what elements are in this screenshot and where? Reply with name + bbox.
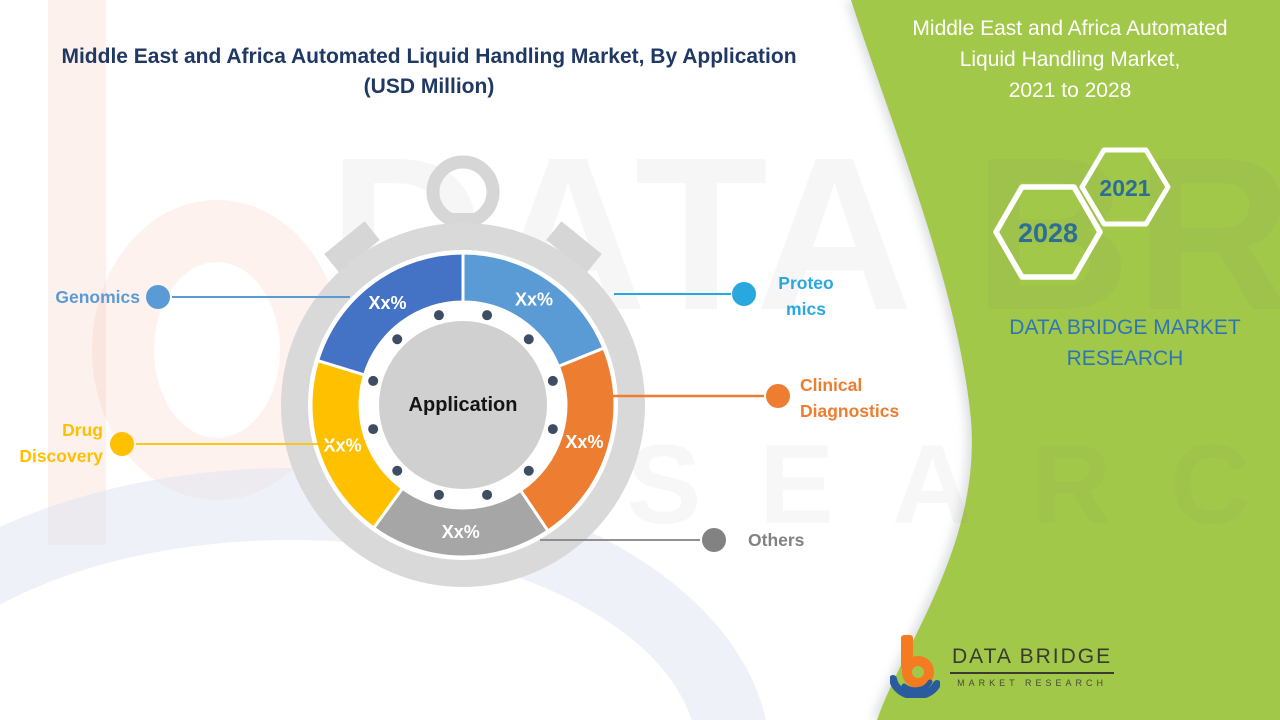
panel-title-line3: 2021 to 2028 bbox=[1008, 79, 1132, 102]
watch-tick-dot bbox=[392, 334, 403, 345]
watch-tick-dot bbox=[368, 375, 379, 386]
chart-title-line1: Middle East and Africa Automated Liquid … bbox=[61, 45, 797, 68]
legend-label-drug-discovery: Discovery bbox=[19, 446, 103, 466]
segment-value-drug-discovery: Xx% bbox=[324, 435, 362, 455]
watch-tick-dot bbox=[547, 375, 558, 386]
panel-title-line1: Middle East and Africa Automated bbox=[912, 17, 1228, 40]
legend-label-clinical-diagnostics: Diagnostics bbox=[800, 401, 899, 421]
legend-label-drug-discovery: Drug bbox=[62, 420, 103, 440]
chart-title: Middle East and Africa Automated Liquid … bbox=[8, 42, 850, 102]
footer-logo-name: DATA BRIDGE bbox=[950, 645, 1115, 674]
legend-dot-genomics bbox=[146, 285, 170, 309]
legend-label-proteomics: mics bbox=[786, 299, 826, 319]
stopwatch-button-right bbox=[546, 221, 602, 273]
data-bridge-b-swoosh-icon bbox=[890, 635, 940, 698]
chart-title-line2: (USD Million) bbox=[363, 75, 495, 98]
legend-dot-proteomics bbox=[732, 282, 756, 306]
legend-label-proteomics: Proteo bbox=[778, 273, 833, 293]
watch-tick-dot bbox=[433, 310, 444, 321]
brand-name: DATA BRIDGE MARKET RESEARCH bbox=[1009, 316, 1241, 370]
legend-label-clinical-diagnostics: Clinical bbox=[800, 375, 862, 395]
watch-tick-dot bbox=[547, 424, 558, 435]
panel-title: Middle East and Africa Automated Liquid … bbox=[880, 13, 1260, 106]
legend-dot-drug-discovery bbox=[110, 432, 134, 456]
segment-value-labels: Xx%Xx%Xx%Xx%Xx% bbox=[324, 290, 604, 542]
legend-label-genomics: Genomics bbox=[55, 287, 140, 307]
panel-shape bbox=[851, 0, 1280, 720]
center-label: Application bbox=[409, 394, 518, 416]
segment-value-genomics: Xx% bbox=[368, 293, 406, 313]
hexagon-outline-icon bbox=[993, 184, 1103, 280]
segment-value-clinical-diagnostics: Xx% bbox=[565, 432, 603, 452]
watch-tick-dot bbox=[523, 334, 534, 345]
footer-logo: DATA BRIDGE MARKET RESEARCH bbox=[890, 634, 1115, 698]
hexagon-outline-icon bbox=[1079, 147, 1171, 227]
watch-tick-dot bbox=[368, 424, 379, 435]
stopwatch-button-left bbox=[324, 221, 380, 273]
hexagon-year-2021: 2021 bbox=[1099, 175, 1150, 201]
footer-logo-subtitle: MARKET RESEARCH bbox=[957, 677, 1107, 688]
segment-value-proteomics: Xx% bbox=[515, 290, 553, 310]
panel-title-line2: Liquid Handling Market, bbox=[959, 48, 1181, 71]
watch-tick-dot bbox=[482, 310, 493, 321]
hexagon-year-2028: 2028 bbox=[1018, 218, 1078, 248]
center-circle bbox=[379, 321, 547, 489]
legend-dot-clinical-diagnostics bbox=[766, 384, 790, 408]
